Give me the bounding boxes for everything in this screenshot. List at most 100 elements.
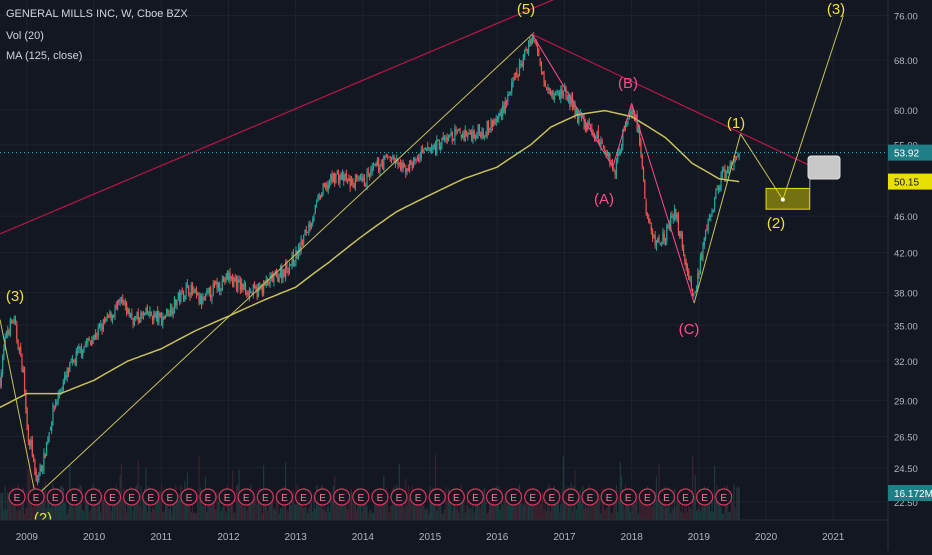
volume-bar (502, 505, 503, 520)
volume-indicator-label[interactable]: Vol (20) (6, 30, 44, 42)
volume-bar (322, 510, 323, 520)
candle-body (24, 367, 25, 392)
candle-body (169, 314, 170, 315)
volume-bar (545, 502, 546, 520)
candle-body (273, 277, 274, 282)
volume-bar (630, 512, 631, 520)
elliott-wave-line[interactable] (632, 103, 694, 303)
candle-body (509, 94, 510, 95)
wave-label[interactable]: (3) (6, 288, 24, 305)
candle-body (171, 307, 172, 314)
wave-label[interactable]: (A) (594, 191, 614, 208)
projection-box[interactable] (766, 188, 810, 209)
candle-body (293, 252, 294, 265)
elliott-wave-line[interactable] (532, 34, 613, 167)
candle-body (315, 205, 316, 214)
candle-body (166, 309, 167, 315)
candle-body (308, 224, 309, 233)
candle-body (77, 350, 78, 353)
volume-bar (160, 491, 161, 520)
candle-body (368, 172, 369, 173)
earnings-letter: E (90, 493, 97, 504)
x-tick-label: 2016 (486, 532, 509, 543)
x-tick-label: 2014 (352, 532, 375, 543)
candle-body (288, 270, 289, 272)
wave-label[interactable]: (1) (727, 115, 745, 132)
moving-average-line (0, 111, 739, 408)
candle-body (656, 242, 657, 246)
candle-body (196, 288, 197, 294)
volume-bar (648, 506, 649, 520)
ma-indicator-label[interactable]: MA (125, close) (6, 50, 82, 62)
candle-body (416, 159, 417, 160)
candle-body (404, 166, 405, 167)
candle-body (443, 137, 444, 140)
elliott-wave-line[interactable] (694, 134, 740, 303)
candle-body (51, 422, 52, 431)
volume-bar (328, 505, 329, 520)
volume-bar (304, 507, 305, 520)
last-price-badge[interactable]: 53.92 (894, 149, 919, 160)
candle-body (558, 93, 559, 94)
candle-body (673, 217, 674, 220)
candle-body (589, 122, 590, 124)
wave-label[interactable]: (C) (679, 321, 700, 338)
candle-body (679, 231, 680, 236)
candle-body (649, 221, 650, 224)
candle-body (479, 124, 480, 131)
wave-label[interactable]: (5) (517, 1, 535, 18)
volume-bar (427, 508, 428, 520)
candle-body (317, 198, 318, 199)
volume-bar (153, 509, 154, 520)
volume-bar (372, 513, 373, 520)
earnings-letter: E (205, 493, 212, 504)
candle-body (372, 167, 373, 171)
wave-label[interactable]: (3) (827, 1, 845, 18)
wave-label[interactable]: (2) (767, 215, 785, 232)
volume-bar (164, 512, 165, 520)
earnings-letter: E (243, 493, 250, 504)
ma-value-badge[interactable]: 50.15 (894, 178, 919, 189)
wave-label[interactable]: (B) (618, 75, 638, 92)
volume-badge[interactable]: 16.172M (894, 489, 932, 500)
candle-body (478, 125, 479, 134)
volume-bar (351, 489, 352, 520)
candle-body (328, 185, 329, 191)
candle-body (14, 318, 15, 322)
candle-body (272, 273, 273, 281)
candle-body (151, 312, 152, 316)
candle-body (210, 288, 211, 298)
candle-body (90, 341, 91, 342)
volume-bar (452, 511, 453, 520)
volume-bar (307, 513, 308, 520)
callout-box[interactable] (808, 156, 840, 179)
volume-bar (11, 503, 12, 520)
elliott-wave-line[interactable] (36, 34, 533, 496)
volume-bar (666, 508, 667, 520)
trendline[interactable] (0, 0, 564, 234)
volume-bar (730, 512, 731, 520)
volume-bar (89, 512, 90, 520)
candle-body (546, 87, 547, 89)
candle-body (545, 82, 546, 86)
volume-bar (0, 492, 1, 520)
candle-body (347, 180, 348, 181)
price-axis[interactable]: 76.0068.0060.0055.0046.0042.0038.0035.00… (888, 0, 932, 550)
candle-body (421, 150, 422, 157)
earnings-letter: E (338, 493, 345, 504)
trendline[interactable] (532, 34, 813, 167)
candle-body (400, 162, 401, 170)
candle-body (184, 296, 185, 300)
symbol-title[interactable]: GENERAL MILLS INC, W, Cboe BZX (6, 8, 188, 20)
candle-body (161, 316, 162, 326)
candle-body (441, 138, 442, 145)
volume-bar (605, 508, 606, 520)
candle-body (191, 285, 192, 295)
candle-body (437, 140, 438, 141)
candle-body (618, 150, 619, 155)
candle-body (373, 167, 374, 168)
